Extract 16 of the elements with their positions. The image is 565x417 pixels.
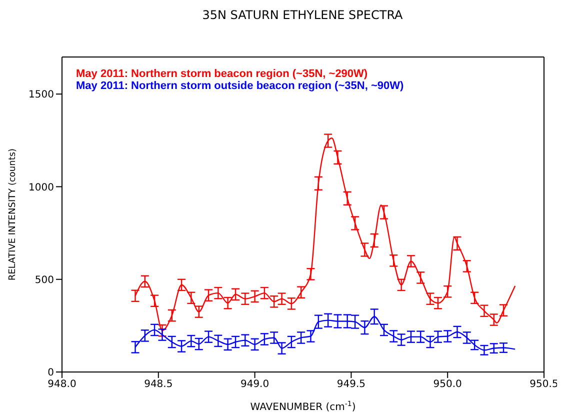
x-tick-label: 948.0	[48, 379, 76, 390]
x-tick-label: 948.5	[144, 379, 173, 390]
x-tick-label: 950.5	[530, 379, 558, 390]
x-tick-label: 950.0	[433, 379, 462, 390]
y-axis-title: RELATIVE INTENSITY (counts)	[8, 148, 18, 281]
x-tick-label: 949.0	[240, 379, 270, 390]
y-tick-label: 1000	[28, 182, 54, 194]
text: May 2011: Northern storm beacon region (~35N, ~290W)	[76, 68, 369, 80]
chart-title: 35N SATURN ETHYLENE SPECTRA	[201, 8, 404, 24]
text: May 2011: Northern storm outside beacon region (~35N, ~90W)	[76, 80, 404, 92]
x-axis-title: WAVENUMBER (cm$^{-1}$)	[250, 400, 356, 413]
x-tick-label: 949.5	[336, 379, 366, 390]
y-tick-label: 1500	[28, 90, 54, 101]
y-tick-label: 0	[48, 368, 54, 379]
y-tick-label: 500	[34, 274, 54, 286]
line-series	[134, 138, 516, 332]
